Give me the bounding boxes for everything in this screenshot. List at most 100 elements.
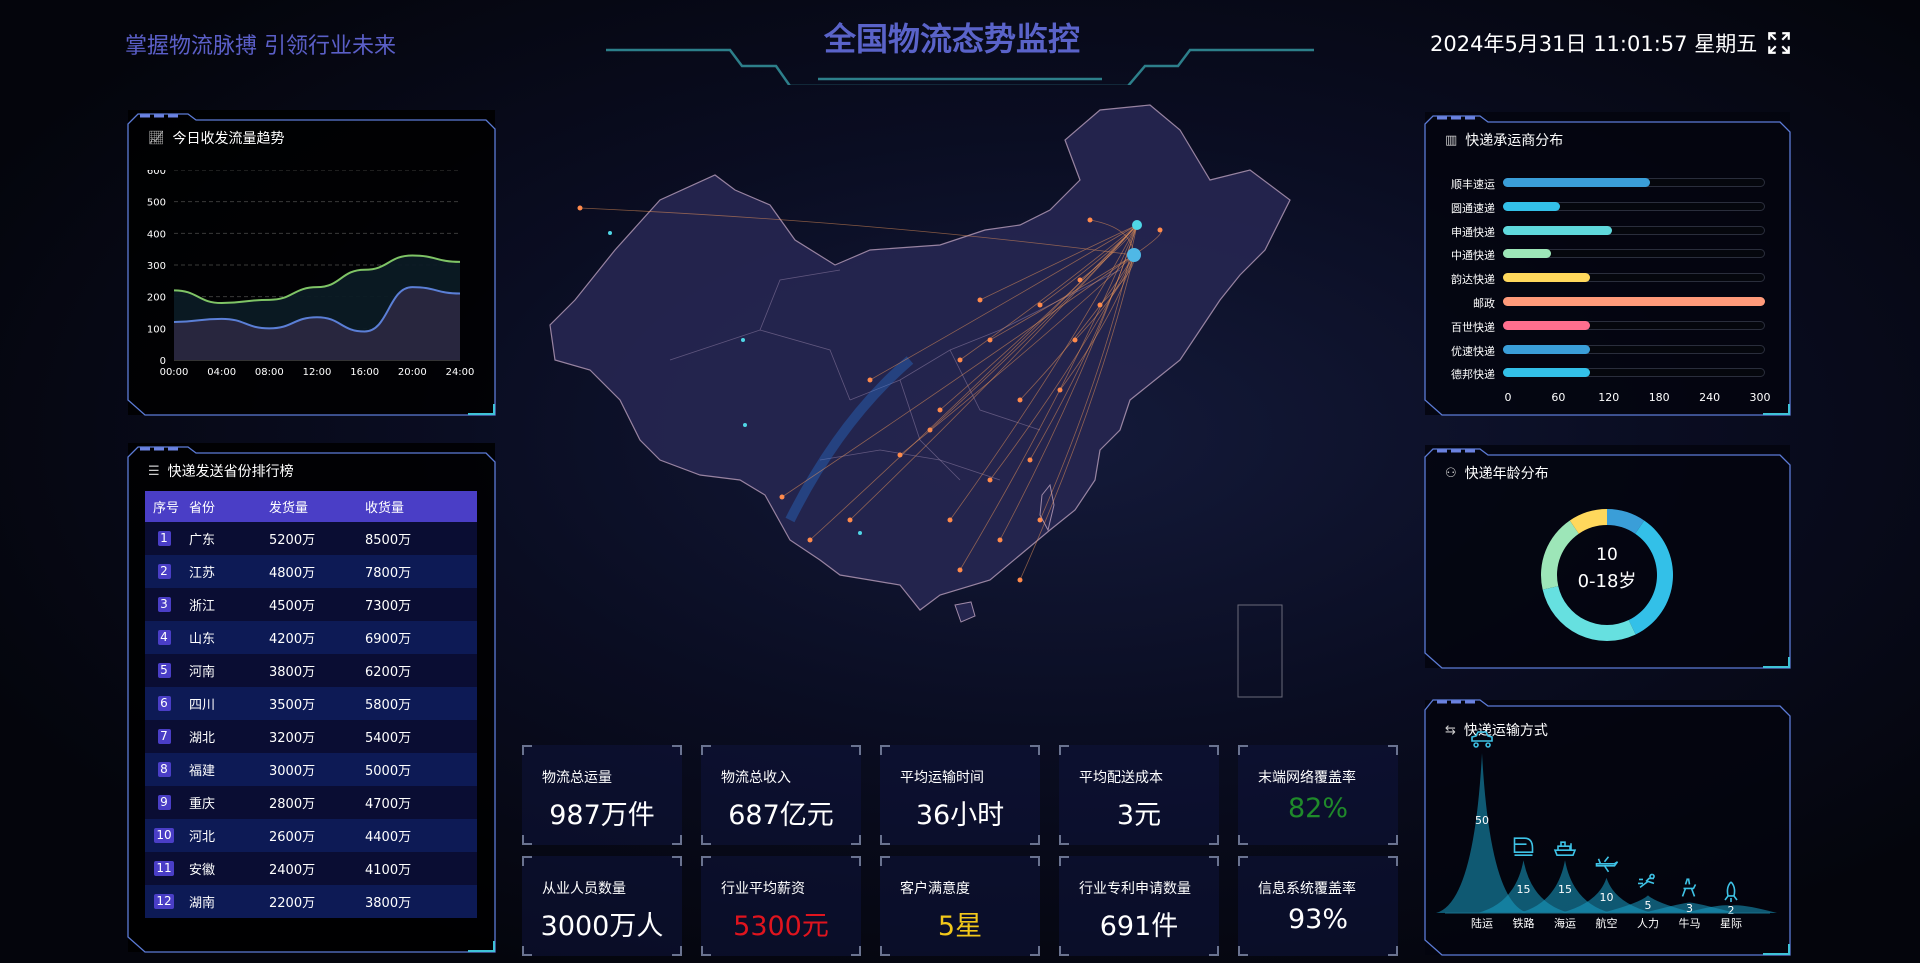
carrier-bar[interactable] <box>1503 321 1590 330</box>
city-point[interactable] <box>868 378 873 383</box>
y-tick-label: 600 <box>147 170 166 177</box>
table-cell: 3500万 <box>269 687 365 720</box>
shipped: 4500万 <box>269 599 315 614</box>
table-row[interactable]: 6 四川 3500万 5800万 <box>145 687 477 720</box>
city-point[interactable] <box>988 338 993 343</box>
kpi-label: 平均运输时间 <box>900 767 984 787</box>
carrier-bar[interactable] <box>1503 202 1560 211</box>
table-cell: 广东 <box>189 522 269 555</box>
city-point[interactable] <box>1078 278 1083 283</box>
table-cell: 5200万 <box>269 522 365 555</box>
city-point[interactable] <box>1018 398 1023 403</box>
city-point[interactable] <box>808 538 813 543</box>
table-row[interactable]: 8 福建 3000万 5000万 <box>145 753 477 786</box>
city-point[interactable] <box>1088 218 1093 223</box>
carrier-label: 优速快递 <box>1425 343 1495 359</box>
city-point[interactable] <box>743 423 747 427</box>
kpi-card: 平均配送成本 3元 <box>1059 745 1219 845</box>
city-point[interactable] <box>1073 338 1078 343</box>
table-row[interactable]: 3 浙江 4500万 7300万 <box>145 588 477 621</box>
province: 安徽 <box>189 863 215 878</box>
received: 4400万 <box>365 830 411 845</box>
table-row[interactable]: 5 河南 3800万 6200万 <box>145 654 477 687</box>
list-icon: ☰ <box>148 464 160 479</box>
city-point[interactable] <box>1028 458 1033 463</box>
transport-panel: ⇆ 快递运输方式 50 陆运 15 铁路 15 海运 10 航空 5 人力 3 牛马 2 星际 <box>1425 700 1790 955</box>
x-tick-label: 04:00 <box>207 367 236 378</box>
carrier-bar[interactable] <box>1503 297 1765 306</box>
carrier-bar[interactable] <box>1503 273 1590 282</box>
city-point[interactable] <box>988 478 993 483</box>
city-point[interactable] <box>578 206 583 211</box>
column-header[interactable]: 发货量 <box>269 491 365 522</box>
kpi-value: 987万件 <box>522 793 682 832</box>
city-point[interactable] <box>741 338 745 342</box>
donut-slice[interactable] <box>1543 586 1636 641</box>
rank-badge: 4 <box>158 630 171 645</box>
users-icon: ⚇ <box>1445 466 1457 481</box>
x-tick-label: 0 <box>1505 391 1512 404</box>
table-cell: 河北 <box>189 819 269 852</box>
city-point[interactable] <box>948 518 953 523</box>
city-point[interactable] <box>958 568 963 573</box>
column-header[interactable]: 收货量 <box>365 491 477 522</box>
transport-label: 牛马 <box>1679 916 1701 930</box>
table-row[interactable]: 11 安徽 2400万 4100万 <box>145 852 477 885</box>
carrier-label: 申通快递 <box>1425 224 1495 240</box>
shipped: 5200万 <box>269 533 315 548</box>
province: 四川 <box>189 698 215 713</box>
city-point[interactable] <box>608 231 612 235</box>
carrier-bar[interactable] <box>1503 226 1612 235</box>
table-cell: 7300万 <box>365 588 477 621</box>
column-header[interactable]: 序号 <box>145 491 189 522</box>
south-china-sea-inset <box>1238 605 1282 697</box>
table-cell: 8500万 <box>365 522 477 555</box>
carrier-bar[interactable] <box>1503 249 1551 258</box>
kpi-label: 客户满意度 <box>900 878 970 898</box>
city-point[interactable] <box>958 358 963 363</box>
city-point[interactable] <box>1038 518 1043 523</box>
table-cell: 4800万 <box>269 555 365 588</box>
carrier-label: 德邦快递 <box>1425 366 1495 382</box>
table-row[interactable]: 4 山东 4200万 6900万 <box>145 621 477 654</box>
table-row[interactable]: 1 广东 5200万 8500万 <box>145 522 477 555</box>
city-point[interactable] <box>1038 303 1043 308</box>
city-point[interactable] <box>938 408 943 413</box>
table-cell: 湖北 <box>189 720 269 753</box>
city-point[interactable] <box>1018 578 1023 583</box>
table-cell: 重庆 <box>189 786 269 819</box>
table-cell: 四川 <box>189 687 269 720</box>
table-row[interactable]: 9 重庆 2800万 4700万 <box>145 786 477 819</box>
city-point[interactable] <box>848 518 853 523</box>
table-row[interactable]: 2 江苏 4800万 7800万 <box>145 555 477 588</box>
shipped: 3000万 <box>269 764 315 779</box>
fullscreen-icon[interactable] <box>1766 30 1792 56</box>
table-row[interactable]: 10 河北 2600万 4400万 <box>145 819 477 852</box>
deer-icon <box>1683 878 1696 896</box>
table-cell: 3800万 <box>365 885 477 918</box>
city-point[interactable] <box>998 538 1003 543</box>
table-cell: 3800万 <box>269 654 365 687</box>
rocket-icon <box>1725 882 1737 902</box>
hub-point[interactable] <box>1127 248 1141 262</box>
carrier-bar[interactable] <box>1503 178 1650 187</box>
x-tick-label: 16:00 <box>350 367 379 378</box>
china-logistics-map[interactable] <box>520 100 1400 730</box>
carrier-bar[interactable] <box>1503 368 1590 377</box>
table-cell: 2 <box>145 555 189 588</box>
hub-point[interactable] <box>1132 220 1142 230</box>
city-point[interactable] <box>858 531 862 535</box>
x-tick-label: 20:00 <box>398 367 427 378</box>
city-point[interactable] <box>978 298 983 303</box>
city-point[interactable] <box>780 495 785 500</box>
table-cell: 安徽 <box>189 852 269 885</box>
city-point[interactable] <box>1158 228 1163 233</box>
table-row[interactable]: 7 湖北 3200万 5400万 <box>145 720 477 753</box>
kpi-value: 3000万人 <box>522 904 682 943</box>
line-chart-icon: 📈︎ <box>148 131 165 146</box>
column-header[interactable]: 省份 <box>189 491 269 522</box>
rank-badge: 3 <box>158 597 171 612</box>
transport-label: 铁路 <box>1513 917 1535 930</box>
table-row[interactable]: 12 湖南 2200万 3800万 <box>145 885 477 918</box>
carrier-bar[interactable] <box>1503 345 1590 354</box>
